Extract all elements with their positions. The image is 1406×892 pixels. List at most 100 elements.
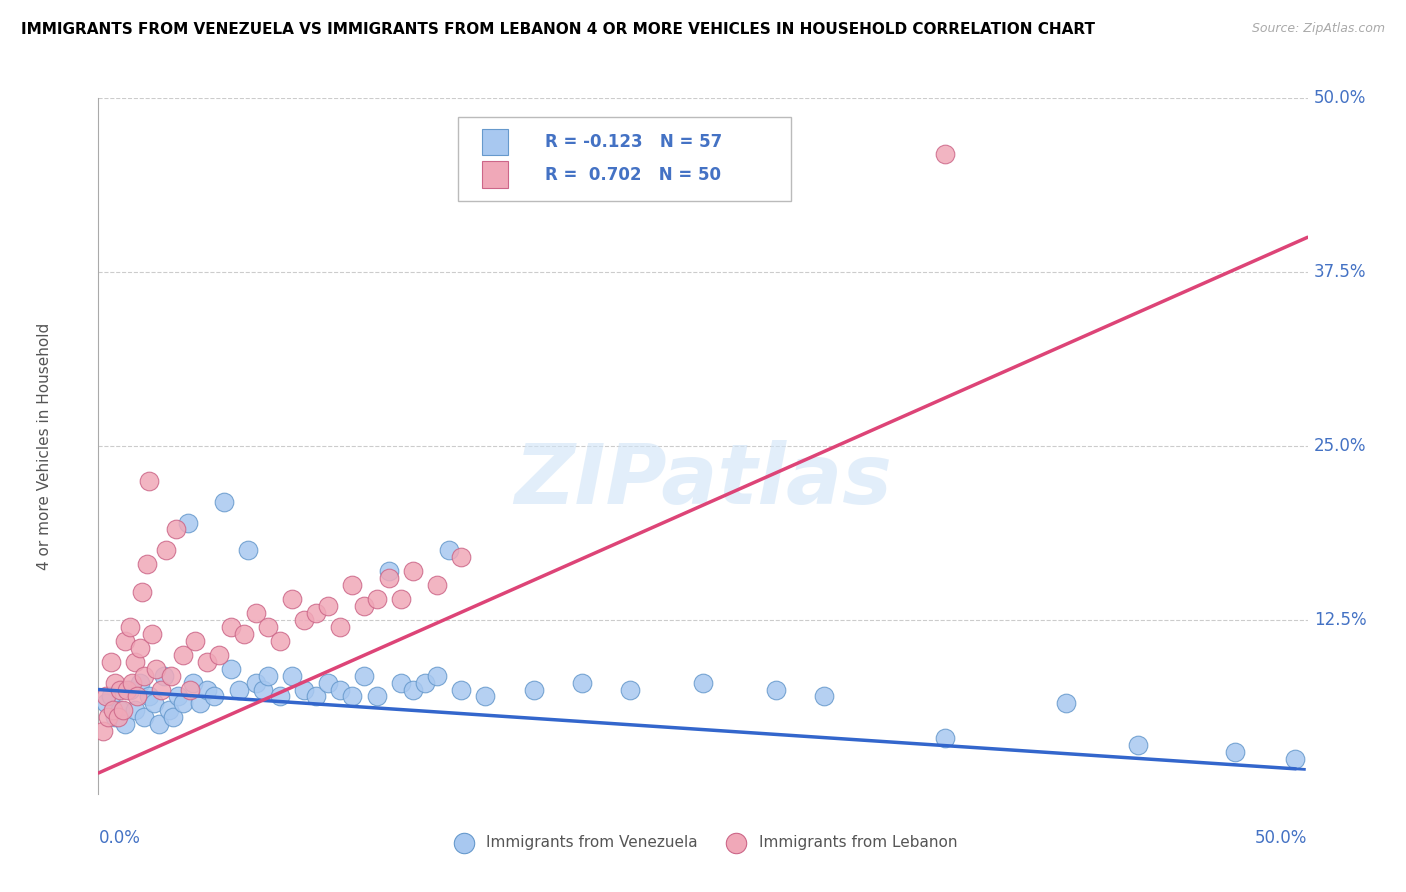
Point (184, 633, 207, 648)
Point (127, 690, 149, 704)
Point (402, 682, 425, 697)
Bar (482, 128, 509, 155)
Point (100, 690, 122, 704)
Point (353, 668, 375, 682)
Point (128, 640, 150, 655)
Point (269, 690, 291, 704)
Point (162, 710, 184, 724)
Point (165, 523, 187, 537)
Bar (482, 161, 509, 188)
Point (523, 682, 546, 697)
Point (342, 578, 364, 592)
Point (101, 703, 124, 717)
Point (232, 627, 254, 641)
Point (111, 703, 134, 717)
Point (143, 697, 166, 711)
Text: R =  0.702   N = 50: R = 0.702 N = 50 (544, 166, 721, 184)
Point (118, 620, 141, 634)
Point (108, 682, 131, 697)
Point (692, 675, 714, 690)
Point (148, 717, 170, 731)
Point (316, 599, 339, 613)
Point (389, 675, 412, 690)
Text: R = -0.123   N = 57: R = -0.123 N = 57 (544, 133, 721, 151)
Point (353, 599, 375, 613)
Point (281, 668, 304, 682)
FancyBboxPatch shape (457, 117, 792, 201)
Point (118, 682, 141, 697)
Point (934, 731, 956, 746)
Point (366, 690, 388, 704)
Point (107, 710, 129, 724)
Point (238, 543, 260, 558)
Point (377, 564, 399, 578)
Point (141, 627, 163, 641)
Point (305, 690, 328, 704)
Point (292, 613, 315, 627)
Text: 25.0%: 25.0% (1313, 437, 1367, 455)
Point (150, 682, 173, 697)
Point (134, 710, 156, 724)
Point (252, 682, 274, 697)
Point (104, 710, 127, 724)
Point (450, 682, 472, 697)
Text: ZIPatlas: ZIPatlas (515, 441, 891, 521)
Text: Source: ZipAtlas.com: Source: ZipAtlas.com (1251, 22, 1385, 36)
Point (389, 592, 412, 607)
Point (117, 682, 139, 697)
Point (195, 655, 218, 669)
Point (181, 675, 204, 690)
Point (104, 675, 127, 690)
Point (1284, 752, 1306, 766)
Point (765, 682, 787, 697)
Point (157, 703, 180, 717)
Point (426, 668, 449, 682)
Point (172, 648, 194, 662)
Point (256, 620, 278, 634)
Text: 12.5%: 12.5% (1313, 611, 1367, 629)
Point (450, 550, 472, 565)
Point (437, 543, 460, 558)
Point (269, 633, 291, 648)
Point (245, 606, 267, 620)
Text: 50.0%: 50.0% (1256, 829, 1308, 847)
Point (329, 682, 352, 697)
Point (204, 690, 226, 704)
Point (305, 606, 328, 620)
Point (228, 682, 250, 697)
Point (108, 703, 131, 717)
Point (292, 682, 315, 697)
Text: 0.0%: 0.0% (98, 829, 141, 847)
Point (121, 675, 143, 690)
Point (91, 724, 114, 739)
Point (426, 578, 449, 592)
Point (152, 668, 174, 682)
Point (1223, 745, 1246, 759)
Point (114, 717, 136, 731)
Point (813, 690, 835, 704)
Point (97, 710, 120, 724)
Legend: Immigrants from Venezuela, Immigrants from Lebanon: Immigrants from Venezuela, Immigrants fr… (441, 829, 965, 855)
Point (167, 690, 190, 704)
Point (155, 543, 177, 558)
Point (342, 690, 364, 704)
Point (114, 633, 136, 648)
Point (1054, 697, 1077, 711)
Point (413, 675, 436, 690)
Text: 4 or more Vehicles in Household: 4 or more Vehicles in Household (37, 322, 52, 570)
Point (124, 655, 146, 669)
Point (377, 571, 399, 585)
Point (402, 564, 425, 578)
Point (177, 516, 200, 530)
Point (221, 662, 243, 676)
Point (208, 648, 231, 662)
Point (1128, 738, 1150, 752)
Point (135, 558, 157, 572)
Point (188, 697, 211, 711)
Point (138, 690, 160, 704)
Point (474, 690, 496, 704)
Point (316, 675, 339, 690)
Point (571, 675, 593, 690)
Point (145, 662, 167, 676)
Point (281, 592, 304, 607)
